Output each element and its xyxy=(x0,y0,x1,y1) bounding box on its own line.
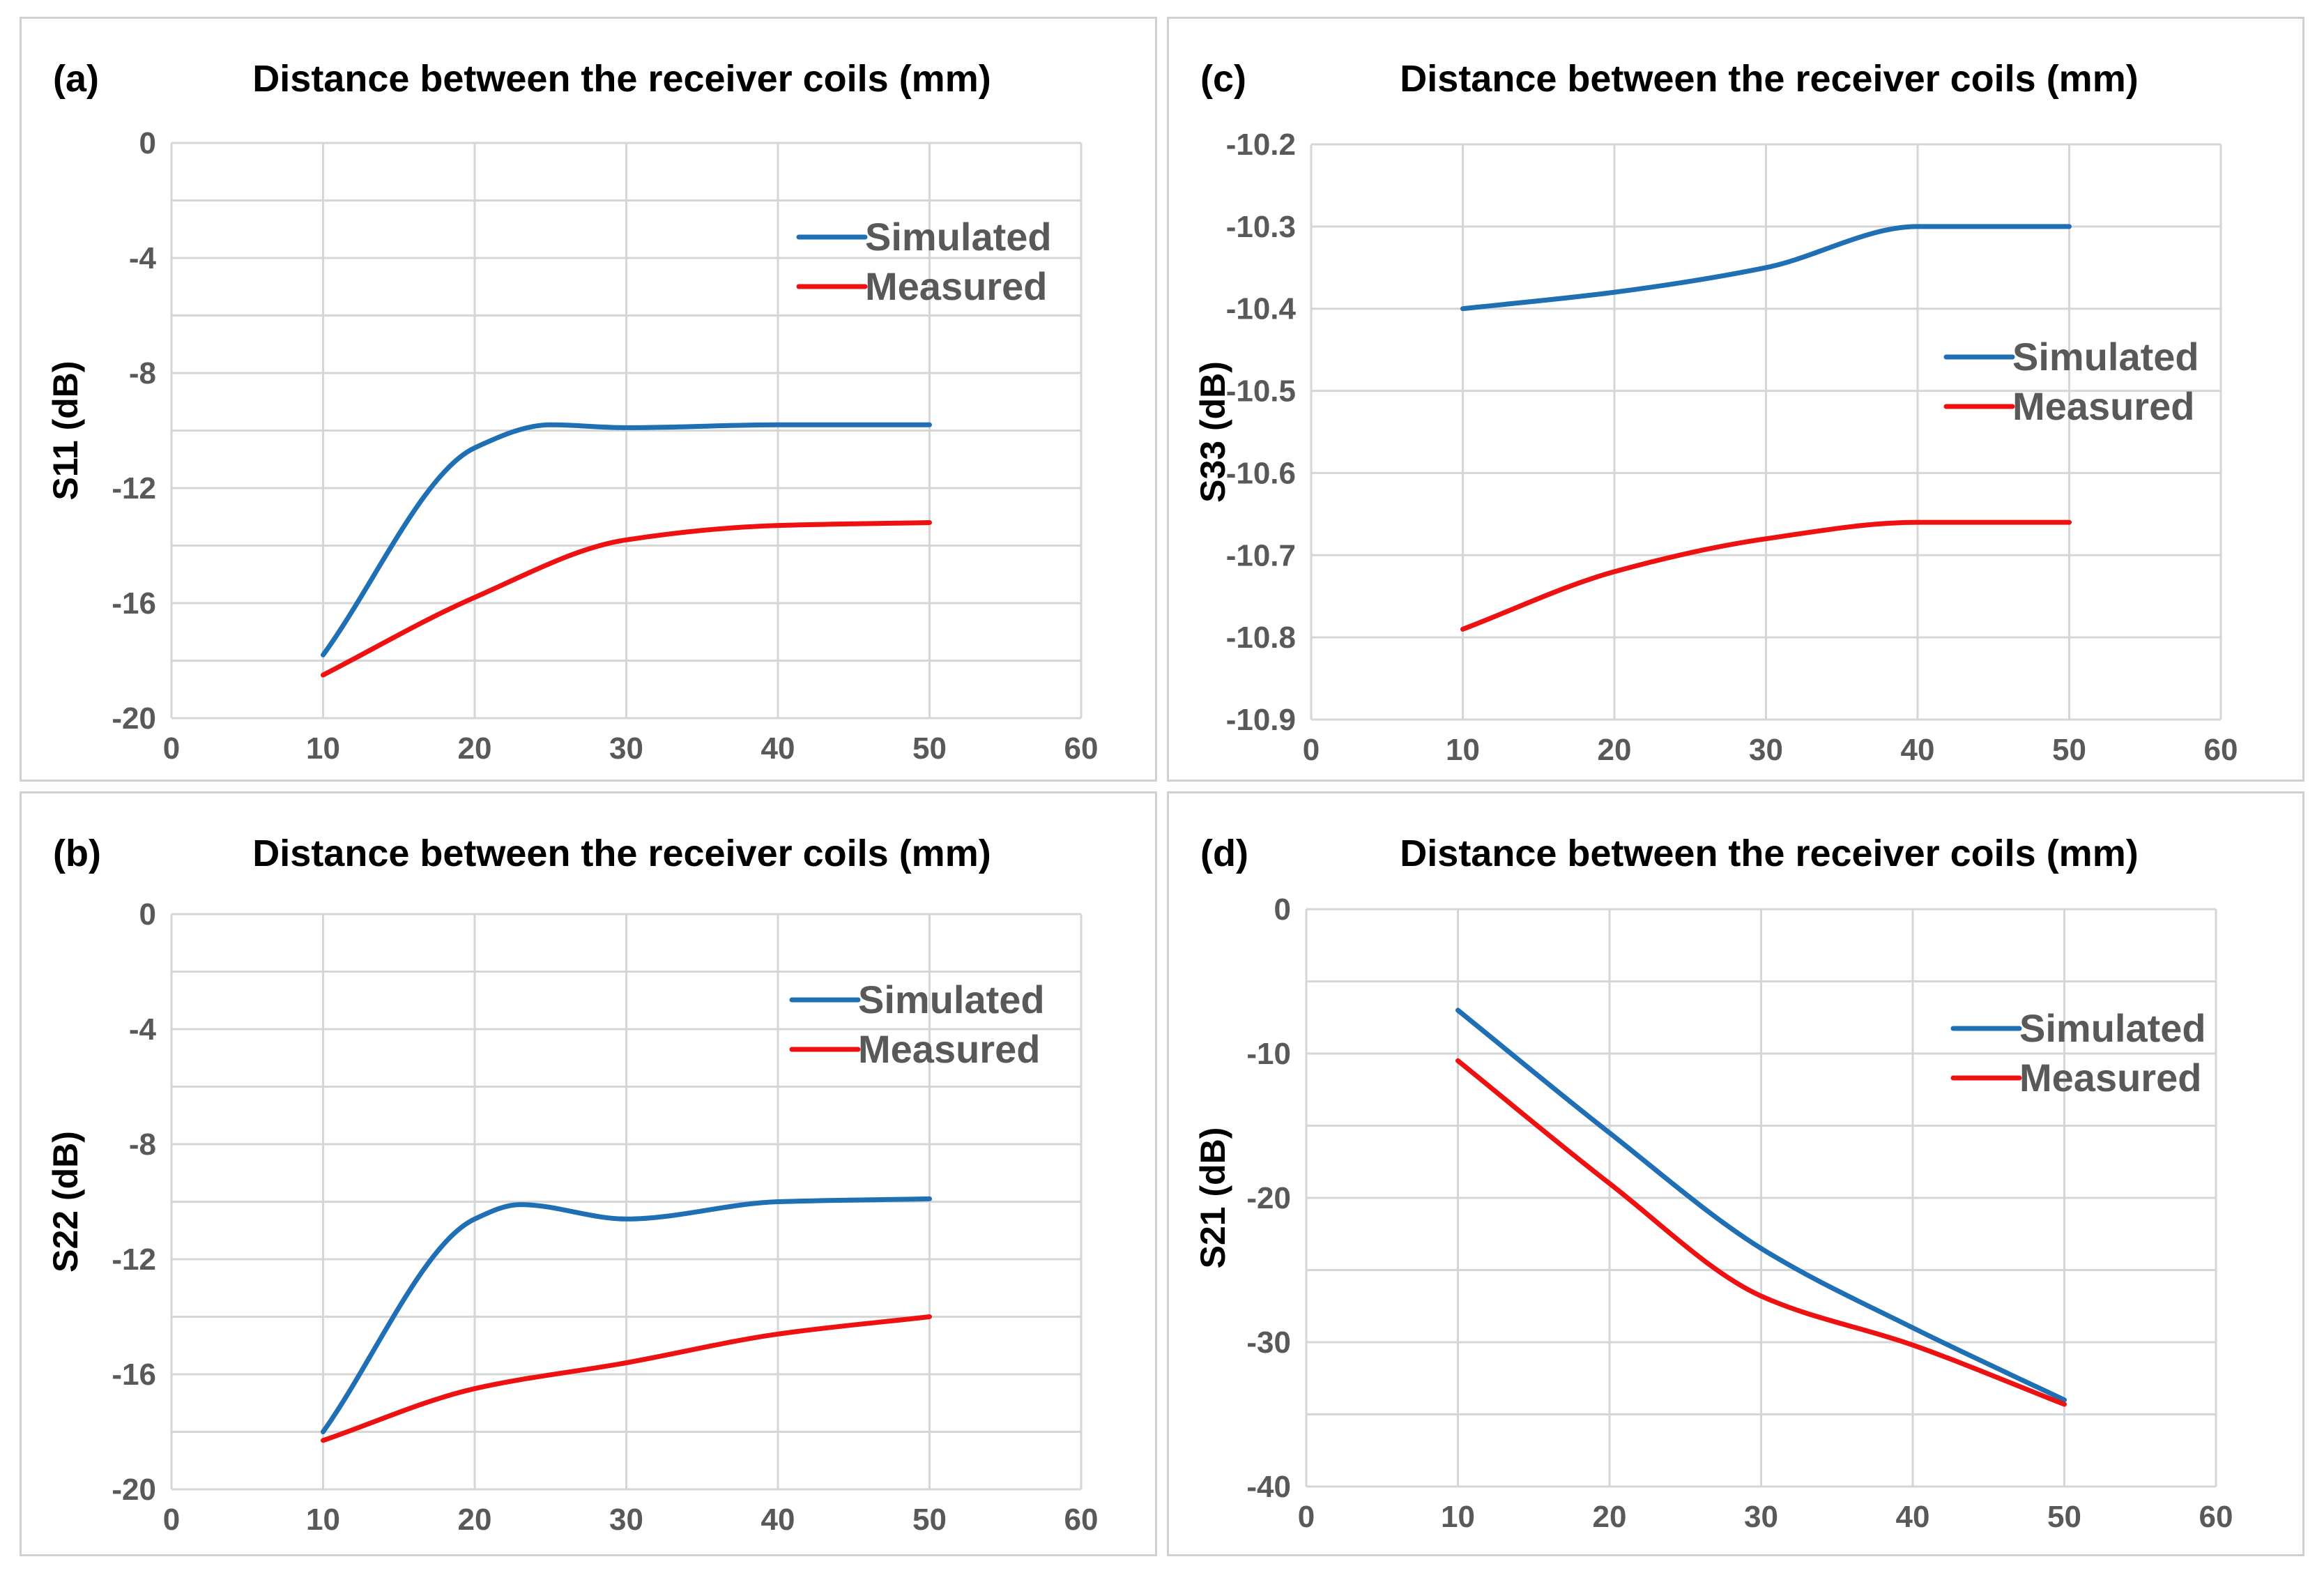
y-axis-title: S22 (dB) xyxy=(46,1131,85,1272)
series-line-simulated xyxy=(321,422,932,658)
x-tick-label: 50 xyxy=(2047,1500,2081,1534)
x-tick-label: 30 xyxy=(1744,1500,1778,1534)
y-tick-label: -10.6 xyxy=(1226,456,1296,490)
chart-d-svg: 0 10 20 30 40 50 60 0 -10 -20 -30 -40 (d) Distance be… xyxy=(1193,833,2233,1534)
y-tick-label: -10.5 xyxy=(1226,374,1296,409)
y-tick-label: -10.9 xyxy=(1226,703,1296,737)
legend-label-measured: Measured xyxy=(2019,1056,2201,1100)
chart-title: Distance between the receiver coils (mm) xyxy=(1400,58,2138,100)
panel-tag: (c) xyxy=(1200,58,1246,100)
series-line-simulated xyxy=(1460,224,2072,312)
y-tick-label: -30 xyxy=(1246,1325,1291,1360)
y-tick-label: -10.8 xyxy=(1226,621,1296,655)
series-line-simulated xyxy=(1455,1008,2067,1403)
y-tick-label: 0 xyxy=(139,897,156,932)
x-tick-label: 10 xyxy=(306,1503,340,1537)
series-line-measured xyxy=(321,1314,932,1443)
panel-tag: (b) xyxy=(53,833,101,874)
chart-title: Distance between the receiver coils (mm) xyxy=(252,58,991,100)
x-tick-label: 20 xyxy=(458,1503,492,1537)
x-tick-label: 50 xyxy=(912,1503,947,1537)
legend-label-simulated: Simulated xyxy=(865,215,1052,259)
legend-label-measured: Measured xyxy=(2012,384,2194,428)
y-axis-title: S33 (dB) xyxy=(1193,361,1232,503)
chart-panel-a: 0 10 20 30 40 50 60 0 -4 -8 -12 -16 -20 (a) Distance b… xyxy=(20,17,1157,782)
y-tick-label: -10.2 xyxy=(1226,128,1296,162)
x-tick-label: 60 xyxy=(2199,1500,2233,1534)
x-tick-label: 0 xyxy=(1298,1500,1315,1534)
x-tick-label: 60 xyxy=(1064,1503,1099,1537)
panel-tag: (a) xyxy=(53,58,99,100)
panel-tag: (d) xyxy=(1200,833,1248,874)
legend-label-measured: Measured xyxy=(858,1027,1040,1071)
chart-b-svg: 0 10 20 30 40 50 60 0 -4 -8 -12 -16 -20 (b) Distance b… xyxy=(46,833,1099,1537)
y-tick-label: -12 xyxy=(112,1243,156,1277)
chart-a-svg: 0 10 20 30 40 50 60 0 -4 -8 -12 -16 -20 (a) Distance b… xyxy=(46,58,1099,766)
y-tick-label: -16 xyxy=(112,1358,156,1392)
x-tick-label: 40 xyxy=(1901,733,1935,767)
series-line-simulated xyxy=(321,1196,932,1434)
x-tick-label: 50 xyxy=(912,731,947,766)
chart-title: Distance between the receiver coils (mm) xyxy=(1400,833,2138,874)
x-tick-label: 0 xyxy=(163,1503,180,1537)
legend-label-simulated: Simulated xyxy=(2012,335,2199,379)
y-tick-label: -40 xyxy=(1246,1470,1291,1504)
x-tick-label: 20 xyxy=(1598,733,1632,767)
chart-panel-c: 0 10 20 30 40 50 60 -10.2 -10.3 -10.4 -10.5 -10.6 -1… xyxy=(1167,17,2304,782)
x-tick-label: 60 xyxy=(1064,731,1099,766)
chart-panel-d: 0 10 20 30 40 50 60 0 -10 -20 -30 -40 (d) Distance be… xyxy=(1167,791,2304,1556)
y-tick-label: -20 xyxy=(1246,1181,1291,1215)
y-tick-label: -4 xyxy=(129,1012,157,1047)
y-tick-label: -10 xyxy=(1246,1037,1291,1071)
x-tick-label: 40 xyxy=(761,731,795,766)
x-tick-label: 30 xyxy=(1749,733,1783,767)
series-line-measured xyxy=(1455,1058,2067,1407)
x-tick-label: 30 xyxy=(609,731,643,766)
y-tick-label: -20 xyxy=(112,701,156,736)
x-tick-label: 30 xyxy=(609,1503,643,1537)
y-tick-label: -10.3 xyxy=(1226,210,1296,244)
x-tick-label: 40 xyxy=(761,1503,795,1537)
x-tick-label: 10 xyxy=(1441,1500,1475,1534)
y-tick-label: -4 xyxy=(129,241,157,275)
chart-panel-b: 0 10 20 30 40 50 60 0 -4 -8 -12 -16 -20 (b) Distance b… xyxy=(20,791,1157,1556)
x-tick-label: 50 xyxy=(2052,733,2086,767)
y-tick-label: 0 xyxy=(1274,892,1291,927)
x-tick-label: 40 xyxy=(1896,1500,1930,1534)
y-tick-label: -8 xyxy=(129,356,156,390)
x-tick-label: 10 xyxy=(306,731,340,766)
legend-label-simulated: Simulated xyxy=(858,978,1045,1021)
x-tick-label: 20 xyxy=(1593,1500,1627,1534)
x-tick-label: 0 xyxy=(163,731,180,766)
y-tick-label: -10.4 xyxy=(1226,292,1297,326)
x-tick-label: 0 xyxy=(1303,733,1320,767)
y-axis-title: S21 (dB) xyxy=(1193,1127,1232,1269)
legend-label-simulated: Simulated xyxy=(2019,1006,2206,1050)
chart-c-svg: 0 10 20 30 40 50 60 -10.2 -10.3 -10.4 -10.5 -10.6 -1… xyxy=(1193,58,2238,767)
x-tick-label: 10 xyxy=(1446,733,1480,767)
y-tick-label: -20 xyxy=(112,1473,156,1507)
series-line-measured xyxy=(1460,519,2072,632)
x-tick-label: 20 xyxy=(458,731,492,766)
legend-label-measured: Measured xyxy=(865,264,1047,308)
chart-title: Distance between the receiver coils (mm) xyxy=(252,833,991,874)
y-tick-label: -10.7 xyxy=(1226,538,1296,572)
y-tick-label: 0 xyxy=(139,126,156,160)
y-axis-title: S11 (dB) xyxy=(46,360,85,500)
y-tick-label: -16 xyxy=(112,586,156,621)
x-tick-label: 60 xyxy=(2204,733,2238,767)
y-tick-label: -12 xyxy=(112,471,156,506)
y-tick-label: -8 xyxy=(129,1127,156,1162)
series-line-measured xyxy=(321,520,932,678)
